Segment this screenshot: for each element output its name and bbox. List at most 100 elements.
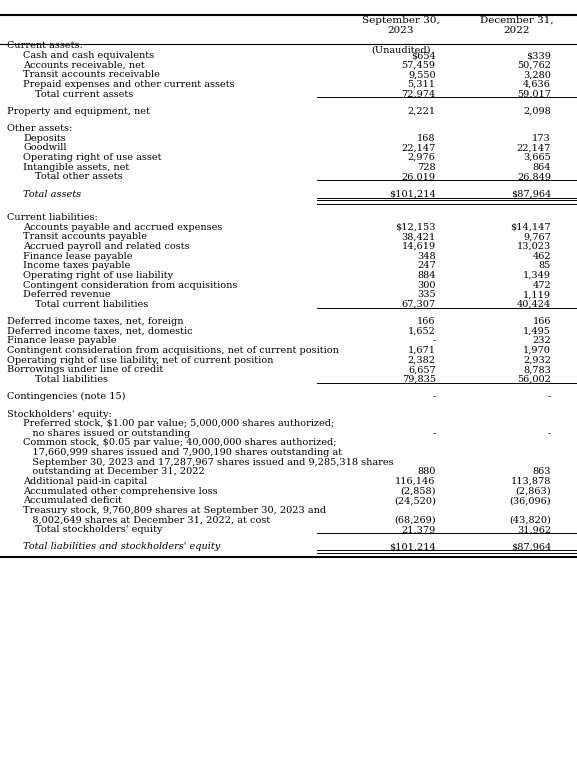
Text: 21,379: 21,379 bbox=[402, 526, 436, 534]
Text: -: - bbox=[432, 429, 436, 438]
Text: 50,762: 50,762 bbox=[517, 60, 551, 70]
Text: Preferred stock, $1.00 par value; 5,000,000 shares authorized;: Preferred stock, $1.00 par value; 5,000,… bbox=[23, 419, 334, 428]
Text: Contingent consideration from acquisitions, net of current position: Contingent consideration from acquisitio… bbox=[7, 346, 339, 355]
Text: 1,970: 1,970 bbox=[523, 346, 551, 355]
Text: 59,017: 59,017 bbox=[517, 90, 551, 99]
Text: $87,964: $87,964 bbox=[511, 190, 551, 199]
Text: 17,660,999 shares issued and 7,900,190 shares outstanding at: 17,660,999 shares issued and 7,900,190 s… bbox=[23, 448, 342, 457]
Text: -: - bbox=[432, 337, 436, 345]
Text: 9,550: 9,550 bbox=[408, 70, 436, 80]
Text: December 31,
2022: December 31, 2022 bbox=[479, 16, 553, 35]
Text: Accrued payroll and related costs: Accrued payroll and related costs bbox=[23, 242, 190, 251]
Text: Other assets:: Other assets: bbox=[7, 124, 72, 133]
Text: Operating right of use asset: Operating right of use asset bbox=[23, 153, 162, 162]
Text: 348: 348 bbox=[417, 252, 436, 261]
Text: 2,932: 2,932 bbox=[523, 356, 551, 365]
Text: Deferred income taxes, net, foreign: Deferred income taxes, net, foreign bbox=[7, 317, 183, 326]
Text: 2,382: 2,382 bbox=[407, 356, 436, 365]
Text: 56,002: 56,002 bbox=[517, 375, 551, 384]
Text: $101,214: $101,214 bbox=[389, 190, 436, 199]
Text: 85: 85 bbox=[539, 262, 551, 270]
Text: 4,636: 4,636 bbox=[523, 80, 551, 89]
Text: September 30, 2023 and 17,287,967 shares issued and 9,285,318 shares: September 30, 2023 and 17,287,967 shares… bbox=[23, 457, 394, 467]
Text: Prepaid expenses and other current assets: Prepaid expenses and other current asset… bbox=[23, 80, 235, 89]
Text: 168: 168 bbox=[417, 134, 436, 143]
Text: 166: 166 bbox=[417, 317, 436, 326]
Text: Income taxes payable: Income taxes payable bbox=[23, 262, 130, 270]
Text: Total stockholders' equity: Total stockholders' equity bbox=[35, 526, 162, 534]
Text: 40,424: 40,424 bbox=[517, 300, 551, 309]
Text: (2,863): (2,863) bbox=[515, 487, 551, 496]
Text: 863: 863 bbox=[533, 467, 551, 477]
Text: 2,221: 2,221 bbox=[407, 107, 436, 116]
Text: 31,962: 31,962 bbox=[517, 526, 551, 534]
Text: Total liabilities: Total liabilities bbox=[35, 375, 108, 384]
Text: Accumulated deficit: Accumulated deficit bbox=[23, 496, 122, 505]
Text: Current assets:: Current assets: bbox=[7, 41, 83, 50]
Text: (Unaudited): (Unaudited) bbox=[371, 46, 431, 55]
Text: 462: 462 bbox=[533, 252, 551, 261]
Text: (2,858): (2,858) bbox=[400, 487, 436, 496]
Text: 6,657: 6,657 bbox=[408, 366, 436, 374]
Text: 3,280: 3,280 bbox=[523, 70, 551, 80]
Text: Accounts receivable, net: Accounts receivable, net bbox=[23, 60, 145, 70]
Text: Common stock, $0.05 par value; 40,000,000 shares authorized;: Common stock, $0.05 par value; 40,000,00… bbox=[23, 438, 336, 448]
Text: 38,421: 38,421 bbox=[402, 233, 436, 241]
Text: $654: $654 bbox=[411, 51, 436, 60]
Text: (24,520): (24,520) bbox=[394, 496, 436, 505]
Text: 300: 300 bbox=[417, 281, 436, 289]
Text: Total other assets: Total other assets bbox=[35, 172, 122, 181]
Text: 9,767: 9,767 bbox=[523, 233, 551, 241]
Text: 113,878: 113,878 bbox=[511, 477, 551, 486]
Text: (43,820): (43,820) bbox=[509, 516, 551, 525]
Text: Stockholders' equity:: Stockholders' equity: bbox=[7, 409, 112, 418]
Text: 8,002,649 shares at December 31, 2022, at cost: 8,002,649 shares at December 31, 2022, a… bbox=[23, 516, 271, 525]
Text: 864: 864 bbox=[533, 163, 551, 171]
Text: Finance lease payable: Finance lease payable bbox=[23, 252, 133, 261]
Text: Accounts payable and accrued expenses: Accounts payable and accrued expenses bbox=[23, 223, 223, 232]
Text: outstanding at December 31, 2022: outstanding at December 31, 2022 bbox=[23, 467, 205, 477]
Text: Accumulated other comprehensive loss: Accumulated other comprehensive loss bbox=[23, 487, 218, 496]
Text: Borrowings under line of credit: Borrowings under line of credit bbox=[7, 366, 163, 374]
Text: Contingent consideration from acquisitions: Contingent consideration from acquisitio… bbox=[23, 281, 238, 289]
Text: $14,147: $14,147 bbox=[511, 223, 551, 232]
Text: 22,147: 22,147 bbox=[516, 144, 551, 152]
Text: Goodwill: Goodwill bbox=[23, 144, 66, 152]
Text: 22,147: 22,147 bbox=[401, 144, 436, 152]
Text: Deferred revenue: Deferred revenue bbox=[23, 290, 111, 299]
Text: 72,974: 72,974 bbox=[402, 90, 436, 99]
Text: 1,349: 1,349 bbox=[523, 271, 551, 280]
Text: 728: 728 bbox=[417, 163, 436, 171]
Text: Intangible assets, net: Intangible assets, net bbox=[23, 163, 129, 171]
Text: 1,495: 1,495 bbox=[523, 327, 551, 336]
Text: Transit accounts receivable: Transit accounts receivable bbox=[23, 70, 160, 80]
Text: 1,119: 1,119 bbox=[523, 290, 551, 299]
Text: $87,964: $87,964 bbox=[511, 542, 551, 552]
Text: Operating right of use liability, net of current position: Operating right of use liability, net of… bbox=[7, 356, 273, 365]
Text: 884: 884 bbox=[417, 271, 436, 280]
Text: 13,023: 13,023 bbox=[517, 242, 551, 251]
Text: 26,849: 26,849 bbox=[517, 172, 551, 181]
Text: Cash and cash equivalents: Cash and cash equivalents bbox=[23, 51, 154, 60]
Text: 8,783: 8,783 bbox=[523, 366, 551, 374]
Text: 67,307: 67,307 bbox=[402, 300, 436, 309]
Text: Additional paid-in capital: Additional paid-in capital bbox=[23, 477, 147, 486]
Text: Deposits: Deposits bbox=[23, 134, 66, 143]
Text: 1,671: 1,671 bbox=[407, 346, 436, 355]
Text: Operating right of use liability: Operating right of use liability bbox=[23, 271, 173, 280]
Text: Total current assets: Total current assets bbox=[35, 90, 133, 99]
Text: 3,665: 3,665 bbox=[523, 153, 551, 162]
Text: 472: 472 bbox=[533, 281, 551, 289]
Text: 335: 335 bbox=[417, 290, 436, 299]
Text: 57,459: 57,459 bbox=[402, 60, 436, 70]
Text: 173: 173 bbox=[533, 134, 551, 143]
Text: Total assets: Total assets bbox=[23, 190, 81, 199]
Text: Transit accounts payable: Transit accounts payable bbox=[23, 233, 147, 241]
Text: 1,652: 1,652 bbox=[408, 327, 436, 336]
Text: 2,976: 2,976 bbox=[408, 153, 436, 162]
Text: 232: 232 bbox=[533, 337, 551, 345]
Text: no shares issued or outstanding: no shares issued or outstanding bbox=[23, 429, 190, 438]
Text: 166: 166 bbox=[533, 317, 551, 326]
Text: 26,019: 26,019 bbox=[402, 172, 436, 181]
Text: 14,619: 14,619 bbox=[402, 242, 436, 251]
